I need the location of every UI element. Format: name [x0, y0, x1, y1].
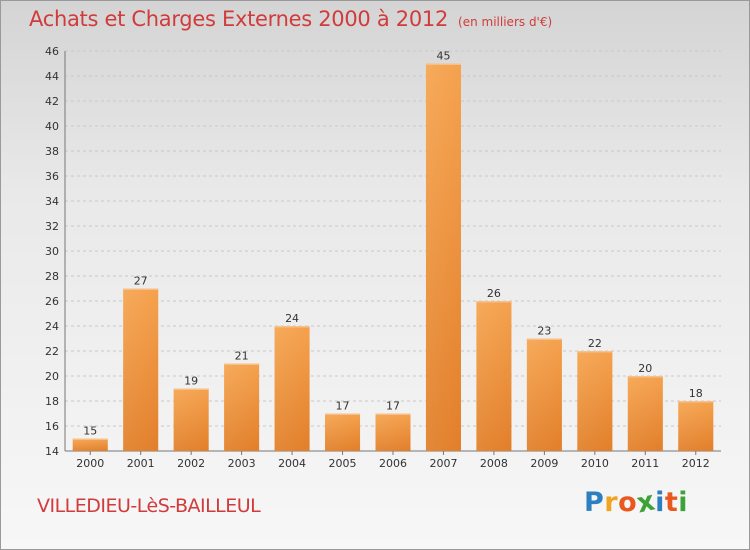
bar-top-edge	[123, 288, 159, 290]
unit-text: (en milliers d'€)	[458, 15, 553, 29]
x-tick-label: 2009	[530, 457, 558, 470]
logo-letter: r	[604, 487, 619, 518]
data-label: 18	[689, 387, 703, 400]
y-tick-label: 34	[45, 195, 59, 208]
y-tick-label: 16	[45, 420, 59, 433]
data-label: 27	[134, 275, 148, 288]
logo-letter: o	[618, 487, 638, 518]
proxiti-logo: Proxiti	[584, 485, 689, 519]
x-tick-label: 2012	[682, 457, 710, 470]
bar-top-edge	[627, 376, 663, 378]
x-tick-label: 2004	[278, 457, 306, 470]
bar-top-edge	[72, 438, 108, 440]
y-tick-label: 22	[45, 345, 59, 358]
bar-highlight	[577, 351, 613, 451]
y-tick-label: 26	[45, 295, 59, 308]
bar-top-edge	[526, 338, 562, 340]
logo-letter: P	[584, 487, 605, 518]
labels: 14 16 18 20 22 24 26 28 30 32 34 36 38 40 42 44 46 15 2000…	[45, 45, 710, 470]
bar-top-edge	[274, 326, 310, 328]
x-tick-label: 2002	[177, 457, 205, 470]
bar-highlight	[72, 438, 108, 451]
data-label: 22	[588, 337, 602, 350]
bar-highlight	[274, 326, 310, 451]
y-tick-label: 20	[45, 370, 59, 383]
bar-highlight	[627, 376, 663, 451]
place-name: VILLEDIEU-LèS-BAILLEUL	[37, 495, 261, 517]
title-text: Achats et Charges Externes 2000 à 2012	[29, 7, 449, 31]
y-tick-label: 40	[45, 120, 59, 133]
bar-top-edge	[224, 363, 260, 365]
bar-top-edge	[375, 413, 411, 415]
x-tick-label: 2000	[76, 457, 104, 470]
bar-highlight	[375, 413, 411, 451]
y-tick-label: 46	[45, 45, 59, 58]
chart-title: Achats et Charges Externes 2000 à 2012 (e…	[29, 7, 552, 31]
bar-top-edge	[425, 63, 461, 65]
data-label: 23	[537, 325, 551, 338]
bar-top-edge	[577, 351, 613, 353]
data-label: 15	[83, 425, 97, 438]
y-tick-label: 24	[45, 320, 59, 333]
logo-letter: i	[678, 487, 689, 518]
bar-highlight	[173, 388, 209, 451]
bar-highlight	[678, 401, 714, 451]
y-tick-label: 38	[45, 145, 59, 158]
data-label: 45	[436, 50, 450, 63]
y-tick-label: 42	[45, 95, 59, 108]
x-tick-label: 2011	[631, 457, 659, 470]
x-tick-label: 2007	[429, 457, 457, 470]
bar-highlight	[425, 63, 461, 451]
data-label: 17	[386, 400, 400, 413]
x-tick-label: 2003	[228, 457, 256, 470]
bar-top-edge	[325, 413, 361, 415]
y-tick-label: 30	[45, 245, 59, 258]
x-tick-label: 2010	[581, 457, 609, 470]
y-tick-label: 44	[45, 70, 59, 83]
bar-highlight	[526, 338, 562, 451]
bar-highlight	[325, 413, 361, 451]
bar-top-edge	[678, 401, 714, 403]
bar-highlight	[476, 301, 512, 451]
y-tick-label: 36	[45, 170, 59, 183]
data-label: 17	[336, 400, 350, 413]
grid-lines	[64, 50, 721, 455]
logo-letter: i	[655, 487, 665, 518]
y-tick-label: 14	[45, 445, 59, 458]
data-label: 20	[638, 362, 652, 375]
x-tick-label: 2008	[480, 457, 508, 470]
bar-highlight	[224, 363, 260, 451]
data-label: 26	[487, 287, 501, 300]
bar-highlight	[123, 288, 159, 451]
data-label: 21	[235, 350, 249, 363]
y-tick-label: 32	[45, 220, 59, 233]
y-tick-label: 18	[45, 395, 59, 408]
x-tick-label: 2001	[127, 457, 155, 470]
data-label: 24	[285, 312, 299, 325]
bars	[72, 63, 714, 451]
y-tick-label: 28	[45, 270, 59, 283]
x-tick-label: 2005	[329, 457, 357, 470]
data-label: 19	[184, 375, 198, 388]
bar-top-edge	[173, 388, 209, 390]
bar-top-edge	[476, 301, 512, 303]
logo-letter: t	[664, 487, 679, 518]
x-tick-label: 2006	[379, 457, 407, 470]
